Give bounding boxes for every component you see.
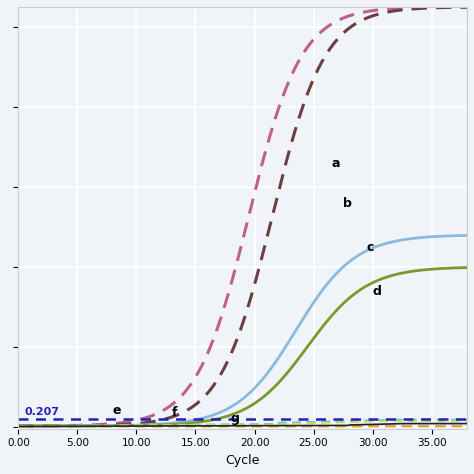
Text: b: b (343, 197, 352, 210)
Text: c: c (367, 241, 374, 254)
X-axis label: Cycle: Cycle (226, 454, 260, 467)
Text: f: f (172, 406, 177, 419)
Text: d: d (373, 285, 382, 298)
Text: a: a (331, 157, 340, 170)
Text: e: e (113, 404, 121, 417)
Text: 0.207: 0.207 (24, 407, 59, 417)
Text: g: g (231, 412, 240, 425)
